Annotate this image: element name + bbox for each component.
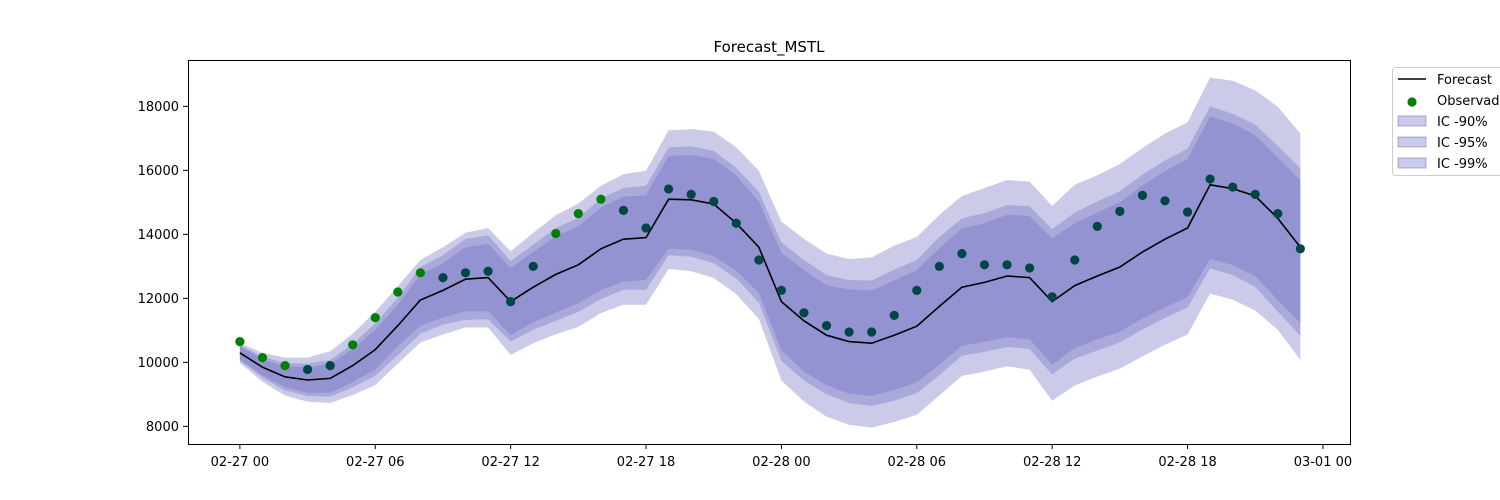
plot-area-frame [188,60,1351,445]
observed-point [438,273,448,283]
observed-point [934,261,944,271]
y-axis: 8000 10000 12000 14000 16000 18000 [138,100,188,435]
confidence-bands [239,77,1301,428]
observed-point [280,361,290,371]
observed-point [1160,196,1170,206]
legend-frame [1392,67,1500,176]
chart-title: Forecast_MSTL [714,38,826,57]
observed-point [754,255,764,265]
legend-band-swatch [1397,157,1427,169]
observed-point [731,218,741,228]
legend-band-swatch [1397,136,1427,148]
observed-point [393,287,403,297]
observed-point [415,268,425,278]
y-tick-label: 16000 [138,164,179,179]
observed-point [912,285,922,295]
legend: Forecast Observado IC -90% IC -95% IC -99% [1392,67,1500,176]
observed-point [663,184,674,194]
observed-point [235,337,245,347]
y-tick-label: 18000 [138,100,179,115]
x-tick-label: 02-27 06 [346,455,404,470]
observed-point [709,196,719,207]
observed-point [302,364,313,375]
forecast-line [239,183,1301,381]
x-tick-label: 02-27 18 [617,455,675,470]
observed-point [799,308,809,318]
y-tick-label: 12000 [138,292,179,307]
y-tick-label: 10000 [138,356,179,371]
observed-point [573,209,583,219]
observed-point [506,297,516,307]
x-axis: 02-27 00 02-27 06 02-27 12 02-27 18 02-28 00… [211,444,1352,470]
observed-point [867,327,877,337]
legend-label: IC -90% [1437,115,1488,130]
observed-point [460,268,471,278]
observed-point [370,313,380,323]
x-tick-label: 02-28 06 [888,455,946,470]
y-tick-label: 14000 [138,228,179,243]
x-tick-label: 02-27 00 [211,455,269,470]
observed-point [551,228,561,239]
band-ic-99 [239,77,1301,428]
observed-point [1295,244,1305,254]
legend-label: Observado [1437,94,1500,109]
forecast-line-group [239,183,1301,381]
observed-point [686,189,696,199]
observed-point [1250,189,1260,199]
observed-point [618,205,629,215]
x-tick-label: 02-28 18 [1158,455,1216,470]
legend-observed-swatch [1407,97,1417,107]
band-ic-90 [239,116,1301,396]
x-tick-label: 02-28 12 [1023,455,1081,470]
observed-point [1070,255,1080,265]
observed-point [979,260,990,270]
observed-point [348,340,358,350]
legend-label: IC -99% [1437,157,1488,172]
observed-point [821,321,832,331]
observed-point [1025,263,1035,273]
observed-point [483,266,493,276]
observed-point [1205,174,1215,184]
observed-point [1115,206,1125,216]
observed-point [844,327,854,337]
observed-point [1092,221,1102,231]
band-ic-95 [239,106,1301,406]
observed-point [1182,207,1193,217]
y-tick-label: 8000 [146,420,179,435]
legend-band-swatch [1397,115,1427,127]
observed-point [776,285,787,295]
observed-point [957,249,967,259]
observed-point [1047,292,1057,302]
observed-point [325,361,335,371]
observed-points [235,174,1305,375]
observed-point [257,353,268,363]
legend-label: IC -95% [1437,136,1488,151]
x-tick-label: 02-28 00 [752,455,810,470]
observed-point [1137,190,1148,200]
observed-point [1228,182,1238,192]
observed-point [889,310,899,320]
x-tick-label: 03-01 00 [1294,455,1352,470]
x-tick-label: 02-27 12 [481,455,539,470]
observed-point [641,223,651,233]
observed-point [1273,209,1283,219]
observed-point [528,261,538,271]
observed-point [1002,260,1012,270]
observed-point [596,194,606,204]
legend-label: Forecast [1437,73,1492,88]
